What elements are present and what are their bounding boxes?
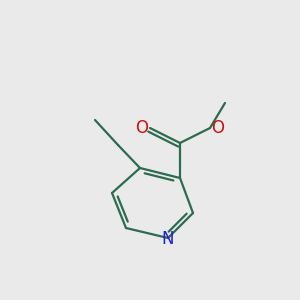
Text: N: N	[162, 230, 174, 248]
Text: O: O	[212, 119, 224, 137]
Text: O: O	[136, 119, 148, 137]
